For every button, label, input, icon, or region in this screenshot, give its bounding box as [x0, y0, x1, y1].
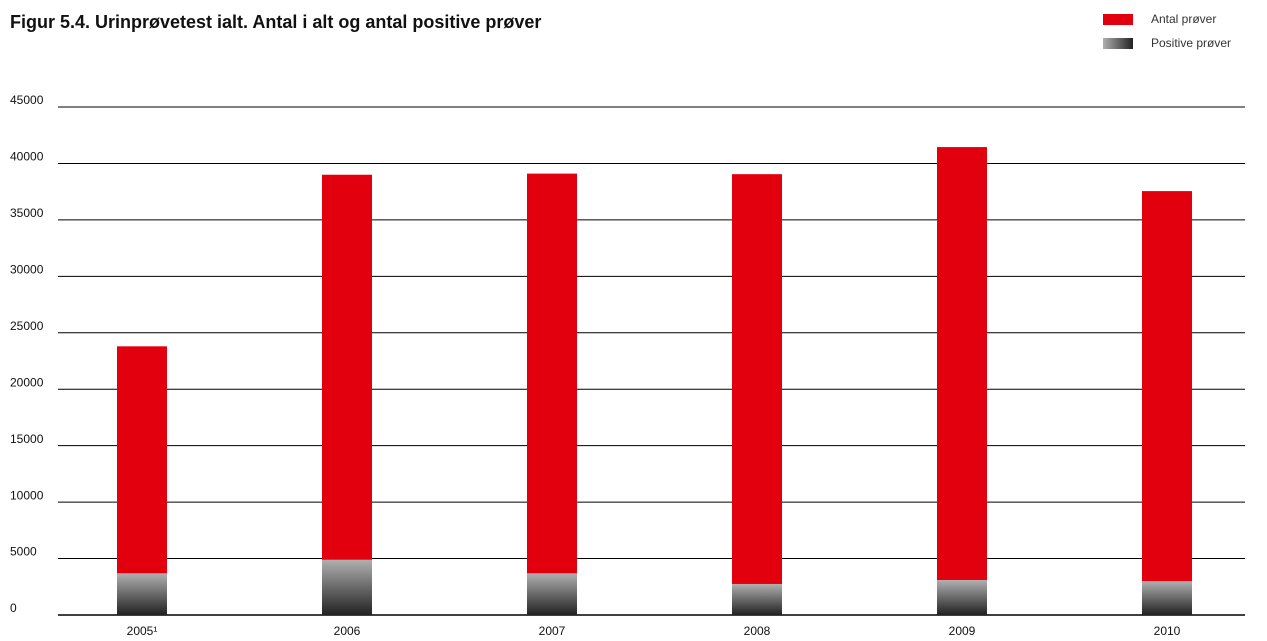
x-tick-label: 2007	[539, 624, 566, 638]
y-tick-label: 0	[10, 601, 17, 615]
legend-swatch	[1103, 14, 1133, 25]
x-tick-label: 2009	[949, 624, 976, 638]
y-tick-label: 30000	[10, 263, 44, 277]
bar	[732, 583, 782, 615]
y-tick-label: 45000	[10, 93, 44, 107]
y-tick-label: 5000	[10, 545, 37, 559]
bar	[322, 559, 372, 615]
legend-label: Positive prøver	[1151, 36, 1231, 50]
y-tick-label: 40000	[10, 150, 44, 164]
legend-swatch	[1103, 38, 1133, 49]
y-tick-label: 35000	[10, 206, 44, 220]
x-tick-label: 2005¹	[127, 624, 158, 638]
bar	[527, 573, 577, 615]
y-tick-label: 10000	[10, 488, 44, 502]
legend-label: Antal prøver	[1151, 12, 1216, 26]
bar	[732, 174, 782, 615]
bar	[527, 173, 577, 616]
bar	[937, 580, 987, 615]
y-tick-label: 15000	[10, 432, 44, 446]
y-tick-label: 25000	[10, 319, 44, 333]
bar	[1142, 581, 1192, 615]
bar	[1142, 191, 1192, 615]
bar	[322, 174, 372, 615]
bar	[117, 573, 167, 615]
chart-title: Figur 5.4. Urinprøvetest ialt. Antal i a…	[10, 12, 541, 32]
x-tick-label: 2008	[744, 624, 771, 638]
x-tick-label: 2006	[334, 624, 361, 638]
bar	[117, 346, 167, 615]
y-tick-label: 20000	[10, 375, 44, 389]
bar	[937, 147, 987, 615]
x-tick-label: 2010	[1154, 624, 1181, 638]
